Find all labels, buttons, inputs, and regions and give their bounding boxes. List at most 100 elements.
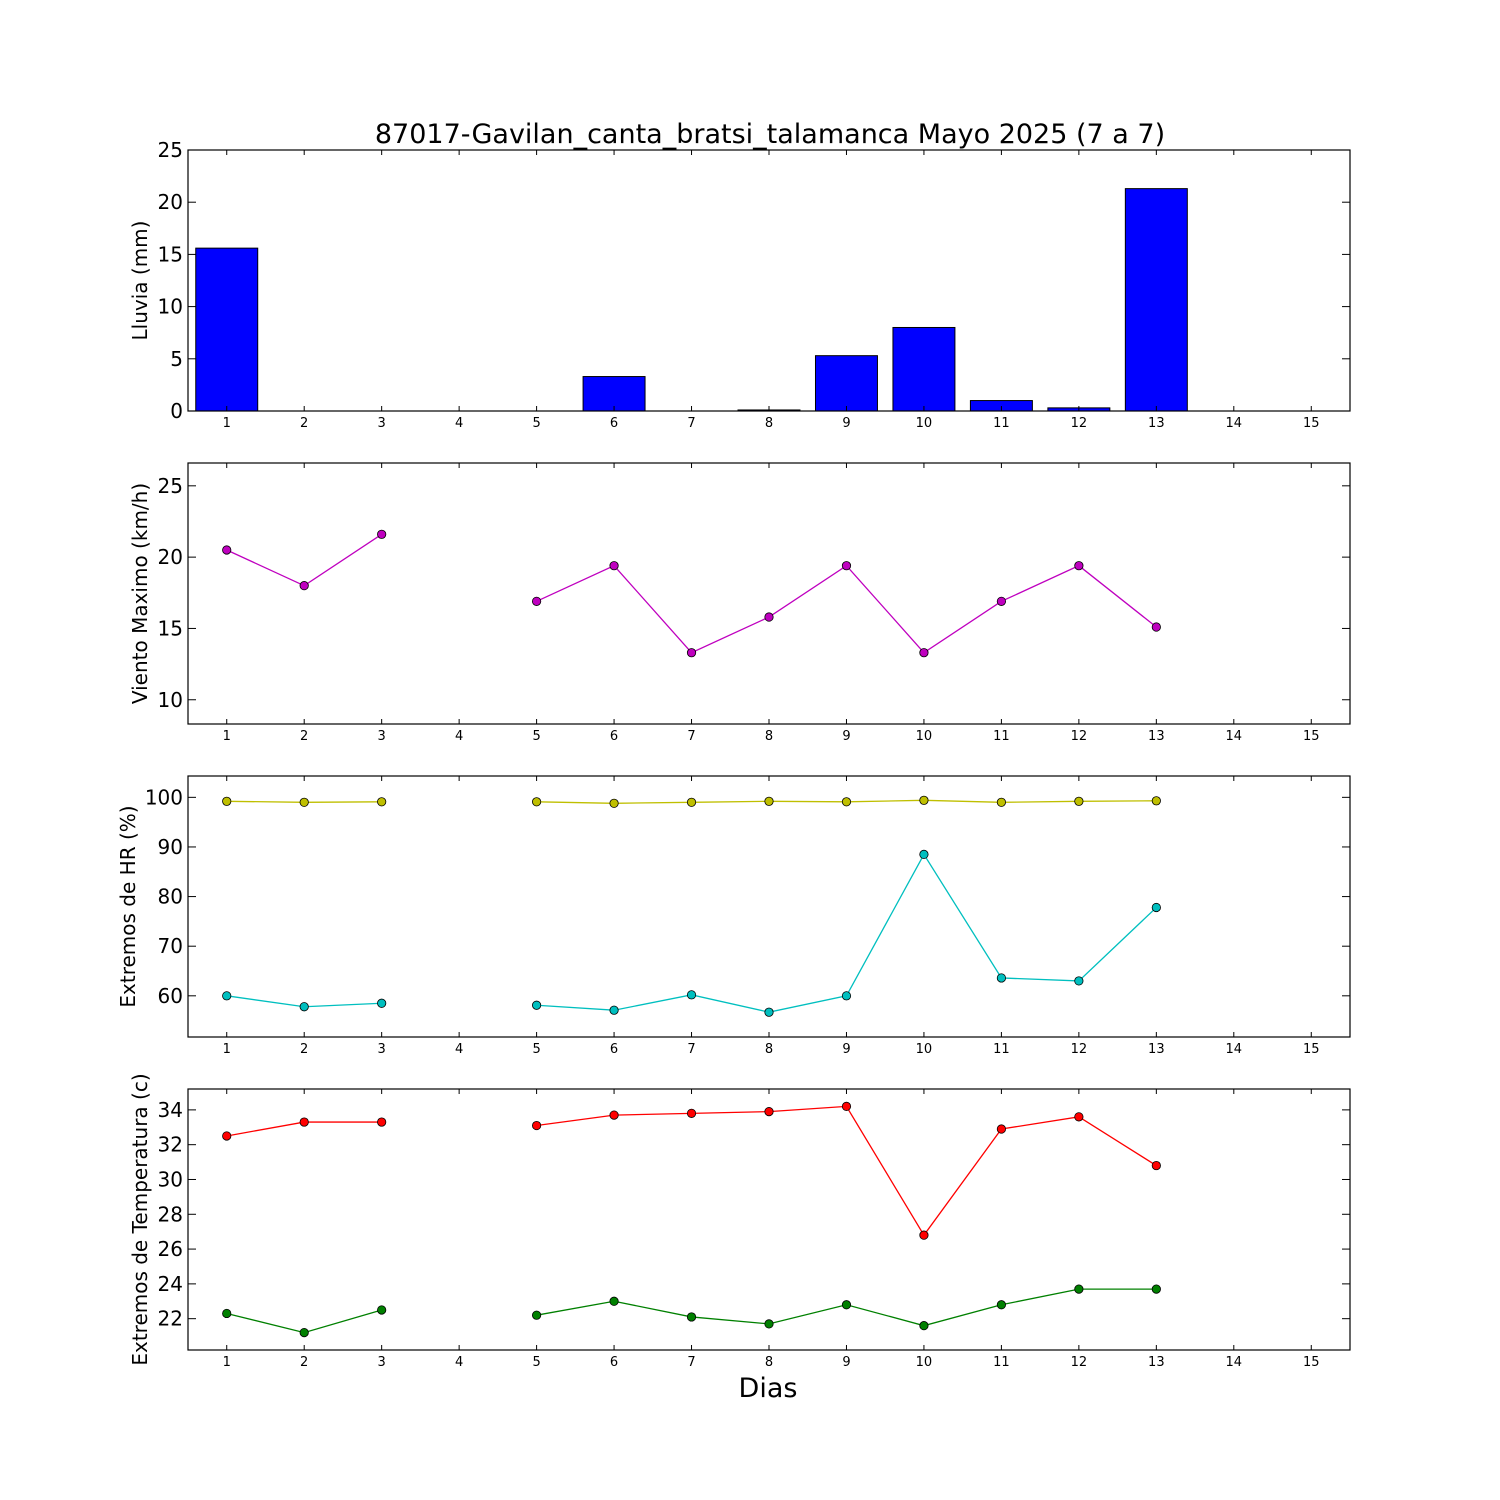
humedad-xtick-label: 8 — [765, 1042, 773, 1057]
temperatura-ytick-label: 28 — [158, 1202, 183, 1226]
viento-series-0-point-day-9 — [841, 561, 852, 571]
temperatura-ytick-label: 26 — [158, 1237, 183, 1261]
temperatura-xtick-label: 13 — [1148, 1355, 1165, 1370]
temperatura-ytick-label: 32 — [158, 1133, 183, 1157]
lluvia-xtick-label: 3 — [378, 416, 386, 431]
x-axis-label: Dias — [739, 1373, 798, 1404]
lluvia-ytick-label: 25 — [158, 138, 183, 162]
temperatura-series-0-point-day-11 — [996, 1124, 1007, 1134]
temperatura-series-0-point-day-1 — [222, 1131, 232, 1141]
lluvia-xtick-label: 10 — [916, 416, 933, 431]
viento-xtick-label: 11 — [993, 729, 1010, 744]
viento-xtick-label: 3 — [378, 729, 386, 744]
lluvia-ytick-label: 5 — [170, 347, 183, 371]
temperatura-series-0-point-day-9 — [841, 1101, 852, 1112]
viento-ytick-label: 10 — [158, 688, 183, 712]
viento-series-0-point-day-13 — [1151, 622, 1161, 632]
viento-xtick-label: 4 — [455, 729, 463, 744]
humedad-ytick-label: 90 — [158, 835, 183, 859]
viento-xtick-label: 1 — [223, 729, 231, 744]
temperatura-series-1-point-day-6 — [609, 1296, 619, 1306]
temperatura-xtick-label: 9 — [842, 1355, 850, 1370]
humedad-series-1-point-day-8 — [764, 1007, 774, 1017]
temperatura-series-0-point-day-3 — [377, 1117, 387, 1127]
humedad-series-0-point-day-5 — [531, 797, 542, 807]
humedad-series-1-point-day-5 — [531, 1000, 542, 1010]
viento-xtick-label: 8 — [765, 729, 773, 744]
lluvia-xtick-label: 2 — [300, 416, 308, 431]
chart-title: 87017-Gavilan_canta_bratsi_talamanca May… — [375, 119, 1165, 150]
lluvia-xtick-label: 8 — [765, 416, 773, 431]
temperatura-xtick-label: 8 — [765, 1355, 773, 1370]
lluvia-y-axis-label: Lluvia (mm) — [128, 221, 152, 341]
viento-xtick-label: 9 — [842, 729, 850, 744]
temperatura-series-0-point-day-6 — [609, 1110, 619, 1120]
temperatura-xtick-label: 15 — [1303, 1355, 1320, 1370]
humedad-series-0-point-day-10 — [919, 795, 929, 805]
lluvia-xtick-label: 1 — [223, 416, 231, 431]
humedad-xtick-label: 13 — [1148, 1042, 1165, 1057]
temperatura-series-1-point-day-1 — [222, 1308, 232, 1319]
humedad-ytick-label: 100 — [145, 785, 183, 809]
humedad-xtick-label: 14 — [1226, 1042, 1243, 1057]
temperatura-xtick-label: 6 — [610, 1355, 618, 1370]
humedad-xtick-label: 4 — [455, 1042, 463, 1057]
temperatura-series-1-point-day-8 — [764, 1319, 774, 1329]
humedad-xtick-label: 7 — [687, 1042, 695, 1057]
humedad-xtick-label: 2 — [300, 1042, 308, 1057]
humedad-series-1-point-day-3 — [377, 998, 387, 1008]
temperatura-series-1-point-day-10 — [919, 1321, 929, 1331]
humedad-series-0-point-day-12 — [1074, 796, 1084, 806]
lluvia-xtick-label: 12 — [1071, 416, 1088, 431]
viento-series-0-point-day-8 — [764, 612, 774, 622]
viento-series-0-point-day-1 — [222, 545, 232, 555]
humedad-xtick-label: 10 — [916, 1042, 933, 1057]
viento-xtick-label: 13 — [1148, 729, 1165, 744]
viento-series-0-point-day-12 — [1074, 561, 1084, 571]
temperatura-xtick-label: 3 — [378, 1355, 386, 1370]
viento-xtick-label: 5 — [532, 729, 540, 744]
viento-series-0-point-day-10 — [919, 648, 929, 658]
viento-ytick-label: 25 — [158, 474, 183, 498]
temperatura-xtick-label: 11 — [993, 1355, 1010, 1370]
viento-xtick-label: 2 — [300, 729, 308, 744]
humedad-xtick-label: 11 — [993, 1042, 1010, 1057]
humedad-series-0-point-day-3 — [377, 797, 387, 807]
lluvia-ytick-label: 20 — [158, 190, 183, 214]
humedad-series-0-point-day-11 — [996, 797, 1007, 807]
temperatura-series-0-point-day-7 — [686, 1108, 697, 1118]
temperatura-ytick-label: 34 — [158, 1098, 183, 1122]
humedad-series-1-point-day-2 — [299, 1002, 309, 1012]
lluvia-ytick-label: 0 — [170, 399, 183, 423]
viento-ytick-label: 15 — [158, 616, 183, 640]
lluvia-xtick-label: 14 — [1226, 416, 1243, 431]
humedad-series-0-point-day-7 — [686, 797, 697, 807]
viento-xtick-label: 7 — [687, 729, 695, 744]
viento-y-axis-label: Viento Maximo (km/h) — [128, 483, 152, 704]
lluvia-ytick-label: 15 — [158, 242, 183, 266]
humedad-series-1-point-day-12 — [1074, 976, 1084, 986]
humedad-y-axis-label: Extremos de HR (%) — [116, 805, 140, 1007]
lluvia-xtick-label: 9 — [842, 416, 850, 431]
temperatura-series-1-point-day-12 — [1074, 1284, 1084, 1294]
temperatura-series-1-point-day-7 — [686, 1312, 697, 1322]
viento-xtick-label: 15 — [1303, 729, 1320, 744]
humedad-series-1-point-day-9 — [841, 991, 852, 1001]
humedad-series-0-point-day-8 — [764, 796, 774, 806]
temperatura-series-1-point-day-9 — [841, 1300, 852, 1310]
temperatura-series-1-point-day-5 — [531, 1310, 542, 1320]
temperatura-ytick-label: 22 — [158, 1307, 183, 1331]
humedad-series-1-point-day-6 — [609, 1005, 619, 1015]
humedad-series-1-point-day-10 — [919, 849, 929, 860]
lluvia-xtick-label: 6 — [610, 416, 618, 431]
humedad-xtick-label: 6 — [610, 1042, 618, 1057]
humedad-series-0-point-day-1 — [222, 796, 232, 806]
temperatura-series-1-point-day-3 — [377, 1305, 387, 1315]
temperatura-ytick-label: 30 — [158, 1167, 183, 1191]
temperatura-series-1-point-day-2 — [299, 1328, 309, 1338]
viento-xtick-label: 10 — [916, 729, 933, 744]
humedad-ytick-label: 70 — [158, 934, 183, 958]
